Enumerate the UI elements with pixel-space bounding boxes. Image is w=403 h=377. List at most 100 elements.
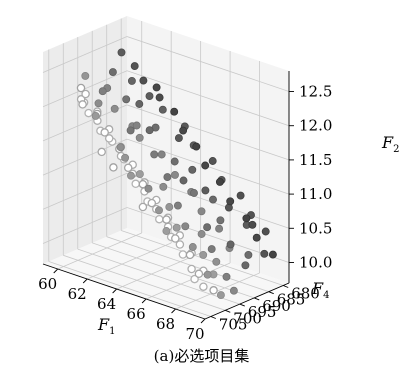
data-point <box>226 197 235 206</box>
data-point <box>117 48 126 57</box>
data-point <box>268 250 277 259</box>
data-point <box>123 163 133 173</box>
data-point <box>203 223 212 232</box>
floor-pane <box>43 228 289 319</box>
data-point <box>179 126 188 135</box>
data-point <box>138 202 148 212</box>
data-point <box>144 184 153 193</box>
data-points <box>76 48 277 300</box>
data-point <box>116 143 125 152</box>
y-tick <box>225 309 231 313</box>
y-gridline <box>48 261 211 317</box>
x-tick-label: 68 <box>156 315 175 333</box>
x-gridline <box>116 252 201 290</box>
data-point <box>135 100 144 108</box>
data-point <box>135 133 144 142</box>
z-tick-label: 10.5 <box>299 219 332 237</box>
data-point <box>194 269 204 279</box>
x-gridline <box>57 232 142 270</box>
x-tick <box>200 318 206 324</box>
data-point <box>145 126 154 135</box>
data-point <box>139 76 148 85</box>
data-point <box>173 201 182 210</box>
data-point <box>110 104 119 113</box>
data-point <box>215 177 224 186</box>
x-gridline <box>87 242 172 280</box>
y-gridline <box>92 242 255 299</box>
data-point <box>188 243 197 251</box>
data-point <box>76 83 86 93</box>
y-tick-label: 705 <box>219 316 248 334</box>
z-gridline <box>126 172 290 229</box>
data-point <box>81 71 90 80</box>
data-point <box>130 62 139 71</box>
data-point <box>216 216 225 225</box>
data-point <box>252 233 261 242</box>
data-point <box>171 234 180 243</box>
data-point <box>197 230 206 238</box>
data-point <box>155 214 164 224</box>
z-gridline <box>42 36 128 73</box>
data-point <box>203 270 212 279</box>
data-point <box>127 76 136 85</box>
data-point <box>155 93 164 102</box>
data-point <box>78 100 87 109</box>
data-point <box>162 227 171 235</box>
data-point <box>108 68 117 77</box>
data-point <box>222 272 231 281</box>
data-point <box>242 214 251 223</box>
data-point <box>201 186 210 195</box>
x-axis-label: F1 <box>97 315 115 337</box>
y-tick-label: 680 <box>291 285 320 303</box>
data-point <box>216 291 225 300</box>
data-point <box>157 150 166 159</box>
left-pane <box>43 16 127 264</box>
data-point <box>152 83 161 92</box>
data-point <box>248 220 257 229</box>
data-point <box>212 257 221 266</box>
data-point <box>209 286 218 295</box>
y-tick <box>254 297 260 301</box>
y-tick <box>268 291 274 295</box>
data-point <box>100 128 109 137</box>
data-point <box>162 215 171 224</box>
data-point <box>207 245 216 254</box>
data-point <box>229 286 238 295</box>
data-point <box>241 261 250 270</box>
data-point <box>179 176 188 185</box>
x-tick <box>53 268 59 274</box>
data-point <box>185 250 195 260</box>
data-point <box>181 222 190 231</box>
data-point <box>97 147 106 157</box>
data-point <box>190 189 198 197</box>
data-point <box>209 195 217 204</box>
z-tick-label: 11.5 <box>299 151 332 169</box>
data-point <box>199 250 208 259</box>
data-point <box>192 142 201 151</box>
figure-caption: (a)必选项目集 <box>153 347 250 365</box>
x-axis-line <box>42 263 206 320</box>
z-tick-label: 12.0 <box>299 117 332 135</box>
data-point <box>94 99 103 108</box>
z-tick-label: 11.0 <box>299 185 332 203</box>
z-gridline <box>42 172 128 210</box>
data-point <box>159 182 168 191</box>
data-point <box>178 250 188 259</box>
axis-lines <box>42 71 294 324</box>
data-point <box>170 157 179 166</box>
data-point <box>165 203 174 211</box>
y-tick-label: 690 <box>262 297 291 315</box>
data-point <box>215 224 224 233</box>
data-point <box>236 191 245 200</box>
data-point <box>81 89 90 99</box>
y-tick-label: 695 <box>248 303 277 321</box>
data-point <box>163 173 172 182</box>
z-axis-label: F2 <box>381 133 399 155</box>
data-point <box>197 207 206 216</box>
data-point <box>121 153 130 162</box>
data-point <box>171 170 179 179</box>
y-gridline <box>63 254 226 311</box>
data-point <box>155 206 163 215</box>
x-tick-label: 66 <box>127 305 146 323</box>
data-point <box>158 105 167 114</box>
